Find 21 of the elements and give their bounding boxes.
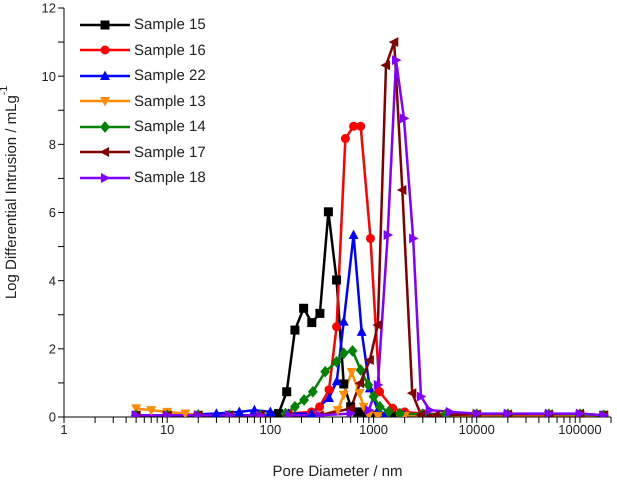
x-tick-label: 100 (260, 422, 282, 438)
y-tick-label: 10 (42, 68, 56, 84)
x-tick-label: 100000 (558, 422, 602, 438)
x-tick-label: 1000 (359, 422, 388, 438)
y-tick-label: 0 (48, 410, 56, 425)
y-tick-label: 6 (48, 205, 56, 220)
legend-label: Sample 17 (134, 142, 206, 162)
x-axis-title: Pore Diameter / nm (272, 463, 403, 480)
legend-label: Sample 15 (134, 15, 206, 35)
y-tick-label: 4 (48, 273, 56, 288)
x-tick-label: 10000 (458, 422, 495, 438)
x-tick-label: 1 (60, 422, 68, 438)
legend-label: Sample 14 (134, 117, 206, 137)
x-tick-label: 10 (160, 422, 174, 438)
legend-label: Sample 18 (134, 168, 206, 188)
y-tick-label: 2 (48, 341, 56, 356)
legend-label: Sample 13 (134, 92, 206, 112)
y-tick-label: 8 (48, 136, 56, 152)
y-tick-label: 12 (42, 0, 56, 16)
legend-label: Sample 16 (134, 40, 206, 60)
legend-label: Sample 22 (134, 66, 206, 86)
